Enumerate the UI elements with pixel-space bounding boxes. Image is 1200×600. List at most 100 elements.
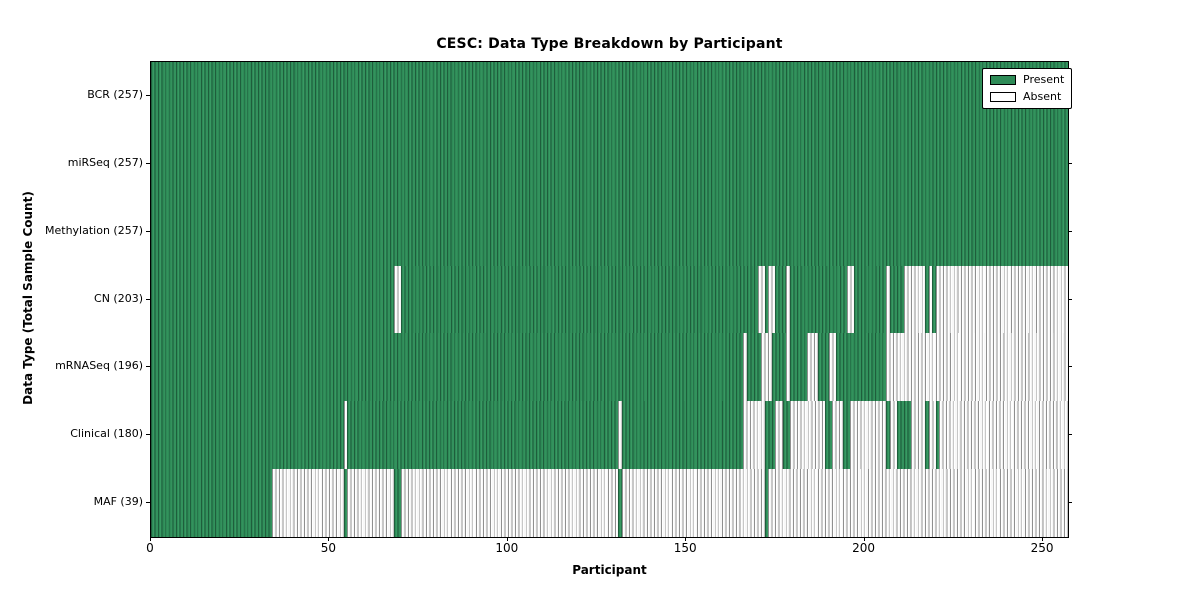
present-segment [885, 401, 890, 470]
y-tick-label-BCR: BCR (257) [87, 87, 143, 101]
present-segment [782, 401, 790, 470]
x-tick-label-100: 100 [495, 541, 519, 555]
present-segment [151, 129, 1068, 198]
y-tick-mark [146, 298, 150, 300]
x-tick-mark [150, 537, 151, 541]
legend-label: Present [1023, 73, 1065, 86]
data-row-Clinical [151, 401, 1068, 470]
present-segment [347, 401, 619, 470]
data-row-MAF [151, 469, 1068, 538]
y-tick-label-Clinical: Clinical (180) [70, 427, 143, 441]
data-row-miRSeq [151, 129, 1068, 198]
y-tick-mark [1068, 366, 1072, 368]
x-tick-label-200: 200 [852, 541, 876, 555]
x-tick-label-150: 150 [673, 541, 697, 555]
absent-segment [885, 265, 890, 334]
legend-item-present: Present [990, 74, 1064, 86]
legend-item-absent: Absent [990, 91, 1064, 103]
x-tick-mark [328, 537, 330, 541]
absent-segment [846, 265, 854, 334]
y-tick-mark [146, 94, 150, 96]
x-tick-mark [1042, 537, 1044, 541]
y-tick-mark [1068, 162, 1072, 164]
plot-area: Present Absent [150, 61, 1072, 538]
absent-segment [789, 401, 826, 470]
present-segment [775, 265, 787, 334]
absent-segment [743, 333, 747, 402]
y-tick-mark [1068, 502, 1072, 504]
absent-segment [928, 265, 933, 334]
y-tick-label-mRNASeq: mRNASeq (196) [55, 359, 143, 373]
absent-segment [347, 469, 394, 538]
y-tick-mark [1068, 434, 1072, 436]
present-segment [925, 265, 929, 334]
x-axis-label: Participant [572, 563, 647, 577]
present-segment [764, 265, 769, 334]
y-tick-mark [146, 230, 150, 232]
data-row-mRNASeq [151, 333, 1068, 402]
present-segment [771, 333, 787, 402]
present-segment [151, 197, 1068, 266]
y-tick-label-MAF: MAF (39) [93, 495, 143, 509]
y-tick-mark [1068, 298, 1072, 300]
absent-segment [850, 401, 886, 470]
y-tick-mark [146, 434, 150, 436]
absent-segment [935, 265, 1068, 334]
absent-segment [939, 401, 1068, 470]
absent-segment [757, 265, 765, 334]
present-segment [151, 469, 273, 538]
present-segment [151, 333, 744, 402]
absent-segment [910, 401, 926, 470]
present-segment [343, 469, 348, 538]
absent-segment [786, 265, 790, 334]
present-segment [932, 265, 936, 334]
chart-title: CESC: Data Type Breakdown by Participant [436, 36, 783, 52]
y-tick-mark [1068, 230, 1072, 232]
absent-segment [768, 469, 1068, 538]
y-tick-mark [146, 162, 150, 164]
absent-segment [807, 333, 819, 402]
present-segment [400, 265, 758, 334]
present-segment [853, 265, 886, 334]
y-tick-mark [146, 366, 150, 368]
absent-segment [885, 333, 1068, 402]
absent-segment [832, 401, 844, 470]
present-segment [789, 333, 808, 402]
legend-swatch-absent [990, 92, 1016, 102]
present-segment [818, 333, 829, 402]
legend-swatch-present [990, 75, 1016, 85]
present-segment [889, 265, 904, 334]
x-tick-labels: 0 50 100 150 200 250 [146, 541, 1067, 557]
absent-segment [400, 469, 619, 538]
absent-segment [272, 469, 344, 538]
data-row-Methylation [151, 197, 1068, 266]
absent-segment [786, 333, 790, 402]
present-segment [935, 401, 940, 470]
present-segment [746, 333, 762, 402]
present-segment [843, 401, 851, 470]
y-tick-label-miRSeq: miRSeq (257) [67, 155, 143, 169]
present-segment [764, 401, 776, 470]
x-tick-label-0: 0 [146, 541, 154, 555]
y-tick-label-CN: CN (203) [94, 291, 143, 305]
present-segment [621, 401, 744, 470]
legend-label: Absent [1023, 90, 1062, 103]
y-tick-mark [146, 502, 150, 504]
absent-segment [743, 401, 765, 470]
absent-segment [343, 401, 348, 470]
present-segment [618, 469, 622, 538]
present-segment [393, 469, 401, 538]
data-row-CN [151, 265, 1068, 334]
present-segment [764, 469, 769, 538]
absent-segment [889, 401, 897, 470]
present-segment [925, 401, 929, 470]
present-segment [896, 401, 911, 470]
x-tick-mark [863, 537, 865, 541]
absent-segment [621, 469, 765, 538]
absent-segment [393, 265, 401, 334]
data-row-BCR [151, 62, 1068, 130]
present-segment [789, 265, 847, 334]
y-tick-labels: BCR (257) miRSeq (257) Methylation (257) CN… [0, 61, 143, 536]
present-segment [151, 401, 344, 470]
